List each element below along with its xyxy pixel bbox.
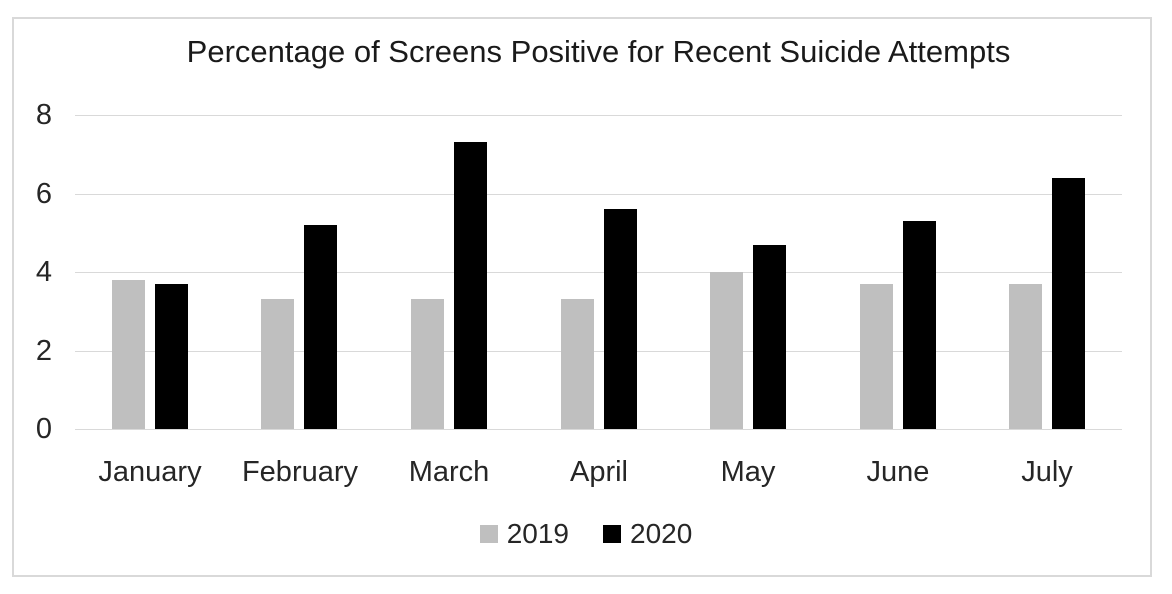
- gridline-y2: [75, 351, 1122, 352]
- bar-2020-february: [304, 225, 337, 429]
- legend-swatch-2020: [603, 525, 621, 543]
- figure-frame: [12, 17, 1152, 577]
- y-tick-label-6: 6: [35, 178, 52, 210]
- x-axis-label-january: January: [98, 456, 202, 488]
- x-axis-label-february: February: [241, 456, 359, 488]
- x-axis-label-may: May: [720, 456, 776, 488]
- gridline-y0: [75, 429, 1122, 430]
- chart-title: Percentage of Screens Positive for Recen…: [186, 34, 1011, 69]
- legend-item-2020: 2020: [603, 518, 692, 550]
- gridline-y6: [75, 194, 1122, 195]
- y-tick-label-8: 8: [35, 99, 52, 131]
- bar-2019-january: [112, 280, 145, 429]
- x-axis-label-april: April: [569, 456, 628, 488]
- bar-2020-january: [155, 284, 188, 429]
- gridline-y8: [75, 115, 1122, 116]
- bar-2020-july: [1052, 178, 1085, 429]
- bar-2020-june: [903, 221, 936, 429]
- bar-2019-march: [411, 299, 444, 429]
- bar-2019-june: [860, 284, 893, 429]
- x-axis-label-march: March: [408, 456, 490, 488]
- legend-item-2019: 2019: [479, 518, 569, 550]
- bar-2019-may: [710, 272, 743, 429]
- x-axis-label-june: June: [866, 456, 930, 488]
- bar-2020-may: [753, 245, 786, 429]
- bar-2019-february: [261, 299, 294, 429]
- bar-2020-march: [454, 142, 487, 429]
- bar-2019-april: [561, 299, 594, 429]
- bar-2020-april: [604, 209, 637, 429]
- legend-swatch-2019: [479, 525, 498, 543]
- y-tick-label-0: 0: [35, 413, 52, 445]
- y-tick-label-2: 2: [35, 335, 52, 367]
- x-axis-label-july: July: [1021, 456, 1073, 488]
- legend-label-2020: 2020: [630, 518, 693, 549]
- gridline-y4: [75, 272, 1122, 273]
- y-tick-label-4: 4: [35, 256, 52, 288]
- legend-label-2019: 2019: [506, 518, 569, 549]
- bar-2019-july: [1009, 284, 1042, 429]
- legend: 2019 2020: [0, 518, 1172, 550]
